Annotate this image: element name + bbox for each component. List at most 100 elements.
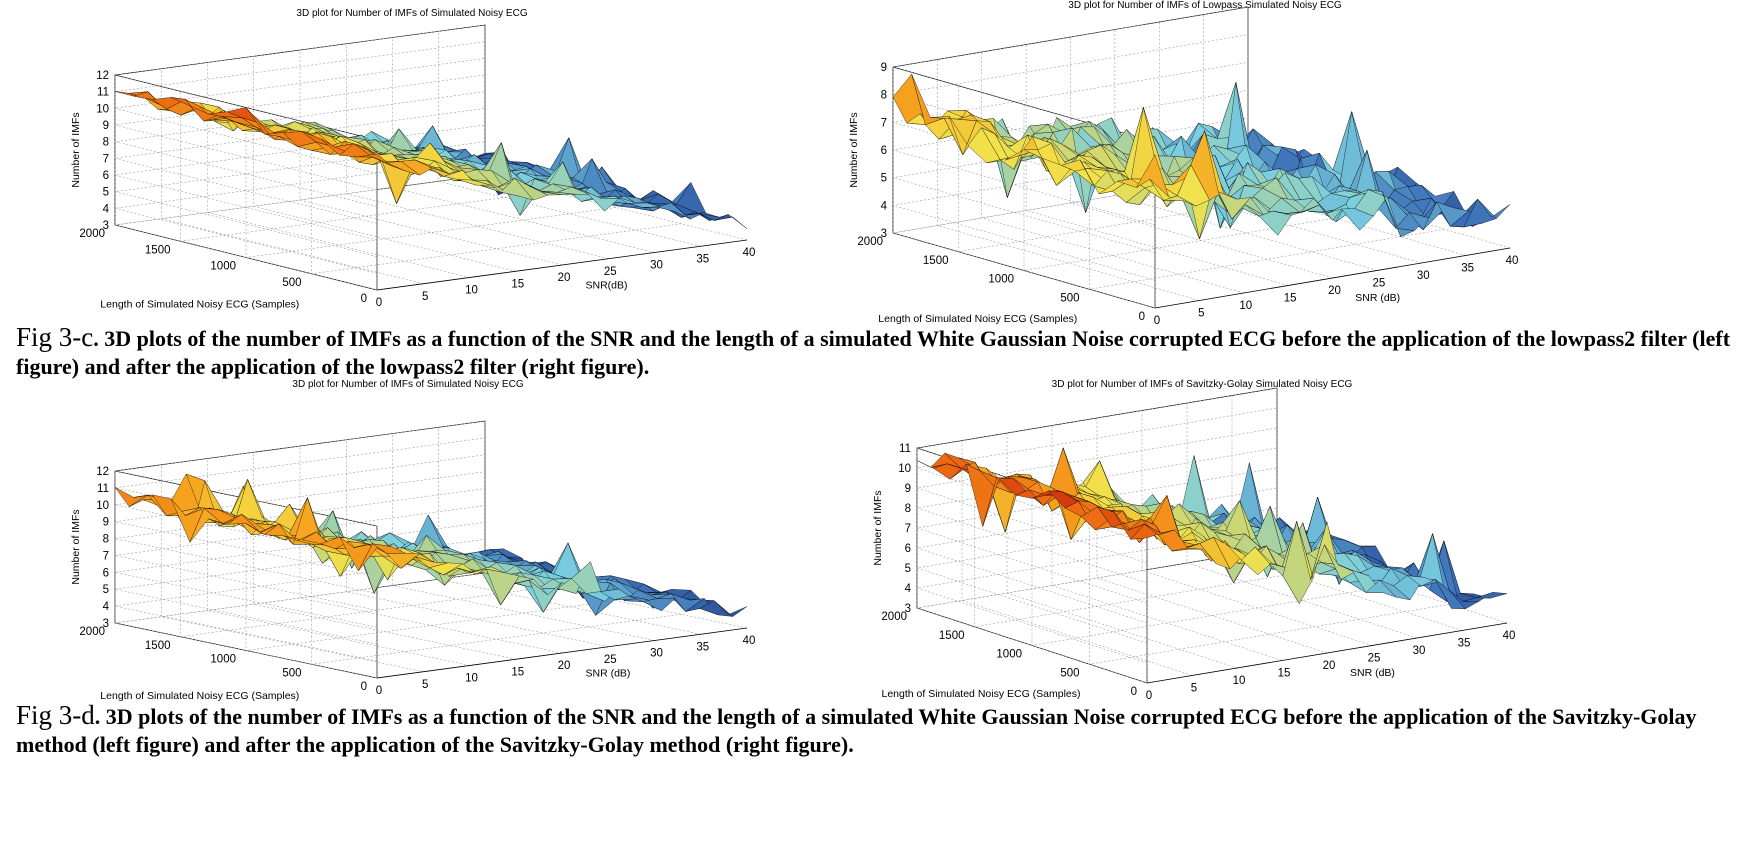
z-tick: 5	[103, 584, 109, 596]
length-ticks: 2000 1500 1000 500 0	[79, 228, 367, 305]
length-tick: 0	[361, 681, 367, 693]
z-tick: 4	[103, 601, 110, 613]
snr-tick: 30	[1417, 270, 1430, 282]
z-tick: 6	[103, 567, 109, 579]
plot-title: 3D plot for Number of IMFs of Simulated …	[292, 379, 523, 390]
surface-plot-3d-left: 3D plot for Number of IMFs of Simulated …	[70, 379, 755, 702]
snr-axis-label: SNR (dB)	[1355, 292, 1400, 304]
snr-tick: 10	[1239, 300, 1252, 312]
z-tick: 9	[103, 517, 109, 529]
surface-patch	[1477, 198, 1511, 219]
snr-tick: 25	[604, 654, 617, 666]
grid-line	[114, 471, 486, 577]
grid-line	[161, 68, 424, 284]
snr-tick: 40	[743, 247, 756, 259]
grid-line	[311, 512, 682, 665]
length-tick: 500	[282, 277, 301, 289]
z-tick: 11	[899, 443, 911, 455]
surface-patch	[714, 214, 748, 229]
length-tick: 500	[1060, 292, 1079, 304]
plot-3c-left: 3D plot for Number of IMFs of Simulated …	[0, 0, 860, 315]
length-tick: 2000	[881, 611, 907, 623]
length-tick: 1500	[923, 255, 949, 267]
snr-tick: 40	[1506, 255, 1519, 267]
grid-line	[161, 464, 424, 672]
length-axis-label: Length of Simulated Noisy ECG (Samples)	[882, 688, 1081, 700]
snr-axis-label: SNR(dB)	[586, 280, 628, 292]
snr-tick: 35	[1461, 263, 1474, 275]
z-tick: 11	[97, 483, 109, 495]
snr-tick: 30	[650, 260, 663, 272]
length-axis-label: Length of Simulated Noisy ECG (Samples)	[100, 690, 299, 702]
snr-ticks: 0 5 10 15 20 25 30 35 40	[1146, 630, 1516, 702]
z-tick: 7	[103, 153, 109, 165]
z-tick: 12	[96, 466, 109, 478]
snr-tick: 15	[1284, 293, 1297, 305]
surface-patch	[528, 580, 563, 613]
snr-tick: 10	[465, 285, 478, 297]
z-tick: 5	[905, 563, 911, 575]
grid-line	[438, 427, 701, 635]
z-tick: 6	[103, 170, 109, 182]
grid-line	[311, 123, 682, 275]
z-tick: 12	[96, 70, 109, 82]
caption-label: Fig 3-d	[16, 700, 95, 730]
length-tick: 1500	[939, 630, 965, 642]
grid-line	[981, 52, 1244, 294]
z-axis-label: Number of IMFs	[872, 490, 884, 565]
length-tick: 1000	[996, 649, 1022, 661]
length-tick: 500	[1060, 667, 1079, 679]
z-axis-label: Number of IMFs	[70, 509, 82, 584]
snr-axis-line	[1146, 622, 1508, 684]
snr-tick: 5	[1198, 308, 1204, 320]
z-tick: 8	[103, 137, 109, 149]
z-tick: 3	[881, 228, 887, 240]
snr-tick: 40	[743, 635, 756, 647]
grid-line	[114, 124, 486, 241]
grid-line	[114, 75, 486, 226]
snr-axis-line	[1154, 247, 1511, 309]
snr-tick: 0	[1146, 690, 1152, 702]
snr-tick: 15	[511, 278, 524, 290]
z-tick: 4	[905, 583, 912, 595]
grid-line	[180, 484, 551, 638]
caption-text: . 3D plots of the number of IMFs as a fu…	[16, 326, 1731, 379]
z-tick: 6	[905, 543, 911, 555]
surface-plot-3d-right: 3D plot for Number of IMFs of Savitzky-G…	[872, 379, 1515, 702]
grid-line	[916, 448, 1278, 609]
snr-tick: 15	[1278, 668, 1291, 680]
z-tick: 4	[103, 203, 110, 215]
snr-tick: 40	[1503, 630, 1516, 642]
length-tick: 0	[1131, 686, 1137, 698]
z-tick: 10	[96, 103, 109, 115]
snr-axis-line	[376, 627, 748, 679]
z-tick: 11	[97, 87, 109, 99]
plot-3c-right: 3D plot for Number of IMFs of Lowpass Si…	[835, 0, 1695, 327]
snr-tick: 25	[604, 266, 617, 278]
surface-patch	[1476, 592, 1508, 599]
grid-line	[114, 58, 486, 174]
grid-line	[245, 107, 617, 258]
snr-tick: 35	[696, 641, 709, 653]
z-tick: 7	[881, 117, 887, 129]
snr-tick: 30	[1413, 645, 1426, 657]
surface-patch	[713, 600, 748, 617]
surface-plot-3c-left: 3D plot for Number of IMFs of Simulated …	[70, 8, 756, 310]
snr-tick: 20	[1323, 660, 1336, 672]
grid-line	[114, 505, 486, 611]
grid-line	[1023, 104, 1380, 271]
length-tick: 500	[282, 667, 301, 679]
z-tick: 9	[881, 62, 887, 74]
snr-tick: 20	[1328, 285, 1341, 297]
length-ticks: 2000 1500 1000 500 0	[857, 236, 1145, 323]
plot-surface	[114, 91, 748, 229]
grid-line	[299, 50, 563, 266]
snr-tick: 15	[511, 666, 524, 678]
grid-line	[438, 31, 701, 247]
z-tick: 10	[96, 500, 109, 512]
z-tick: 9	[905, 483, 911, 495]
snr-tick: 5	[422, 291, 428, 303]
z-tick: 4	[881, 200, 888, 212]
snr-ticks: 0 5 10 15 20 25 30 35 40	[376, 635, 756, 697]
z-tick: 5	[103, 187, 109, 199]
